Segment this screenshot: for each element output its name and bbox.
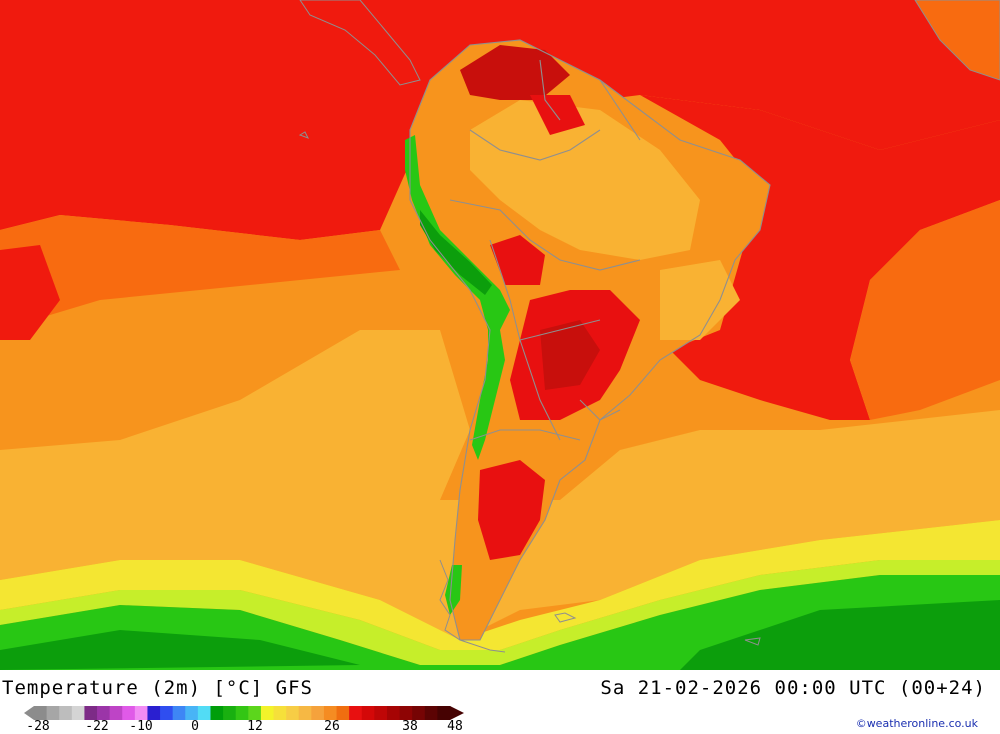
map-title: Temperature (2m) [°C] GFS xyxy=(2,677,313,699)
map-footer xyxy=(0,670,1000,733)
colorbar-swatch xyxy=(336,706,350,720)
colorbar-swatch xyxy=(223,706,237,720)
land-bolivia-hot xyxy=(490,235,545,285)
colorbar-swatch xyxy=(311,706,325,720)
colorbar-tick-label: -28 xyxy=(26,719,50,734)
temperature-map xyxy=(0,0,1000,670)
land-north-hot xyxy=(460,45,570,100)
colorbar-swatch xyxy=(134,706,148,720)
land-brazil-east xyxy=(660,260,740,340)
colorbar-swatch xyxy=(298,706,312,720)
colorbar-swatch xyxy=(197,706,211,720)
colorbar-swatch xyxy=(172,706,186,720)
colorbar-swatch xyxy=(286,706,300,720)
colorbar-swatch xyxy=(84,706,98,720)
colorbar-swatch xyxy=(399,706,413,720)
colorbar-swatch xyxy=(109,706,123,720)
land-southern-andes-cool xyxy=(445,565,462,615)
southern-islands xyxy=(298,131,761,653)
colorbar-swatch xyxy=(323,706,338,720)
land-patagonia-hot xyxy=(478,460,545,560)
land-andes-dark xyxy=(420,210,492,295)
colorbar-swatch xyxy=(210,706,224,720)
field-pacific-red-patch xyxy=(0,245,60,340)
valid-time: Sa 21-02-2026 00:00 UTC (00+24) xyxy=(600,677,986,699)
land-guiana-hot xyxy=(530,95,585,135)
credit-link[interactable]: ©weatheronline.co.uk xyxy=(855,717,978,730)
field-atlantic-hot xyxy=(640,95,1000,420)
land-amazon-light xyxy=(470,100,700,260)
colorbar-left-arrow xyxy=(24,706,34,720)
land-central-america xyxy=(299,0,421,86)
colorbar-swatch xyxy=(349,706,363,720)
colorbar-swatch xyxy=(361,706,375,720)
colorbar-swatch xyxy=(59,706,73,720)
colorbar-swatch xyxy=(34,706,48,720)
colorbar-swatch xyxy=(374,706,388,720)
colorbar-swatch xyxy=(248,706,262,720)
land-chaco-dark xyxy=(540,320,600,390)
land-west-africa xyxy=(914,0,1000,81)
colorbar-swatch xyxy=(412,706,426,720)
colorbar-swatch xyxy=(122,706,136,720)
land-andes-cool xyxy=(405,135,510,460)
colorbar-swatch xyxy=(437,706,451,720)
field-southern-dark-green xyxy=(0,630,360,670)
colorbar-tick-label: -22 xyxy=(85,719,109,734)
colorbar-swatch xyxy=(386,706,401,720)
colorbar-swatch xyxy=(46,706,60,720)
colorbar-swatch xyxy=(424,706,438,720)
colorbar-swatch xyxy=(147,706,161,720)
field-yellow-green-band xyxy=(0,560,1000,665)
colorbar-tick-label: -10 xyxy=(129,719,153,734)
colorbar-tick-label: 48 xyxy=(447,719,463,734)
field-yellow-band xyxy=(0,520,1000,650)
field-pacific-orange-red xyxy=(0,215,400,330)
borders xyxy=(409,39,771,641)
colorbar-swatch xyxy=(273,706,287,720)
field-south-atlantic-orange xyxy=(850,200,1000,420)
colorbar-swatch xyxy=(185,706,199,720)
colorbar-swatch xyxy=(235,706,249,720)
colorbar-swatch xyxy=(160,706,174,720)
colorbar-swatch xyxy=(71,706,85,720)
colorbar-tick-label: 12 xyxy=(247,719,263,734)
colorbar-swatch xyxy=(260,706,275,720)
colorbar-swatch xyxy=(97,706,111,720)
colorbar-tick-label: 38 xyxy=(402,719,418,734)
colorbar-tick-label: 26 xyxy=(324,719,340,734)
field-southern-dark-green-east xyxy=(680,600,1000,670)
colorbar-tick-label: 0 xyxy=(191,719,199,734)
colorbar-right-arrow xyxy=(450,706,464,720)
field-midlat-light-orange xyxy=(0,330,1000,640)
colorbar-legend xyxy=(24,706,464,720)
field-north-hot xyxy=(0,0,1000,240)
